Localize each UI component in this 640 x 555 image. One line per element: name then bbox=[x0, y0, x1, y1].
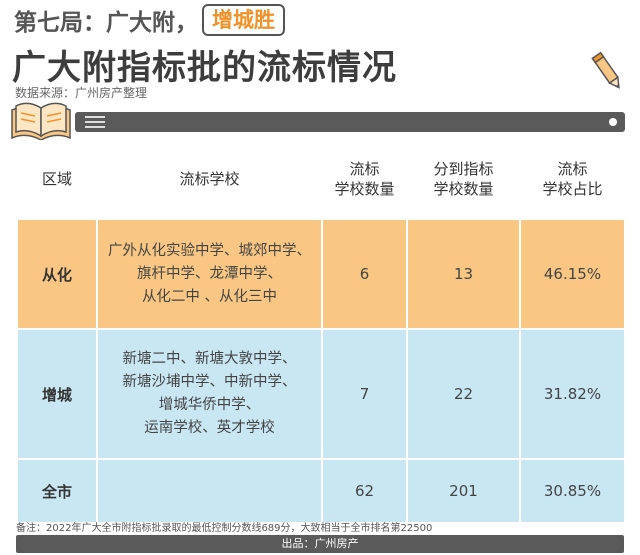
region-cell: 从化 bbox=[17, 219, 97, 329]
table-row: 全市 62 201 30.85% bbox=[17, 459, 625, 523]
data-table-wrap: 区域 流标学校 流标 学校数量 分到指标 学校数量 流标 学校占比 从化 bbox=[16, 140, 624, 524]
count-cell: 6 bbox=[322, 219, 407, 329]
table-row: 增城 新塘二中、新塘大敦中学、 新塘沙埔中学、中新中学、 增城华侨中学、 运南学… bbox=[17, 329, 625, 459]
header-region: 区域 bbox=[17, 140, 97, 219]
region-cell: 全市 bbox=[17, 459, 97, 523]
header-count: 流标 学校数量 bbox=[322, 140, 407, 219]
ratio-cell: 30.85% bbox=[520, 459, 625, 523]
assigned-cell: 13 bbox=[407, 219, 520, 329]
count-cell: 62 bbox=[322, 459, 407, 523]
page-title: 广大附指标批的流标情况 bbox=[12, 40, 397, 89]
book-icon bbox=[8, 96, 74, 144]
header: 第七局：广大附， 增城胜 广大附指标批的流标情况 数据来源：广州房产整理 bbox=[0, 0, 640, 110]
header-schools: 流标学校 bbox=[97, 140, 322, 219]
schools-cell: 新塘二中、新塘大敦中学、 新塘沙埔中学、中新中学、 增城华侨中学、 运南学校、英… bbox=[97, 329, 322, 459]
table-header-row: 区域 流标学校 流标 学校数量 分到指标 学校数量 流标 学校占比 bbox=[17, 140, 625, 219]
assigned-cell: 22 bbox=[407, 329, 520, 459]
menu-icon bbox=[85, 116, 105, 128]
table-row: 从化 广外从化实验中学、城郊中学、 旗杆中学、龙潭中学、 从化二中 、从化三中 … bbox=[17, 219, 625, 329]
assigned-cell: 201 bbox=[407, 459, 520, 523]
ratio-cell: 46.15% bbox=[520, 219, 625, 329]
winner-badge: 增城胜 bbox=[202, 4, 285, 36]
dot-icon bbox=[609, 118, 617, 126]
round-text: 第七局：广大附， bbox=[14, 3, 198, 37]
footer-bar: 出品：广州房产 bbox=[16, 535, 624, 553]
round-line: 第七局：广大附， 增城胜 bbox=[14, 4, 285, 36]
footnote: 备注：2022年广大全市附指标批录取的最低控制分数线689分，大致相当于全市排名… bbox=[16, 519, 432, 534]
header-assigned: 分到指标 学校数量 bbox=[407, 140, 520, 219]
schools-cell bbox=[97, 459, 322, 523]
ratio-cell: 31.82% bbox=[520, 329, 625, 459]
pencil-icon bbox=[590, 50, 626, 94]
data-table: 区域 流标学校 流标 学校数量 分到指标 学校数量 流标 学校占比 从化 bbox=[16, 140, 626, 524]
count-cell: 7 bbox=[322, 329, 407, 459]
header-ratio: 流标 学校占比 bbox=[520, 140, 625, 219]
top-bar bbox=[75, 112, 625, 132]
schools-cell: 广外从化实验中学、城郊中学、 旗杆中学、龙潭中学、 从化二中 、从化三中 bbox=[97, 219, 322, 329]
region-cell: 增城 bbox=[17, 329, 97, 459]
